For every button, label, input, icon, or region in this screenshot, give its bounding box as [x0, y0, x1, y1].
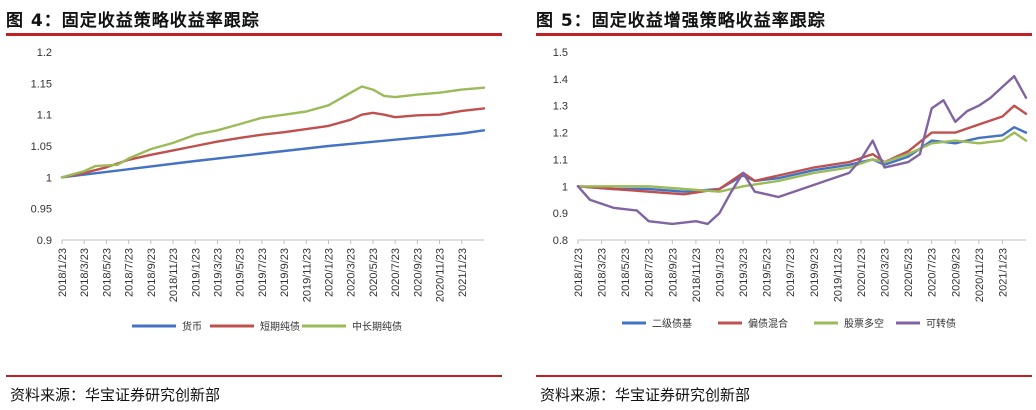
y-tick-label: 1.05	[31, 141, 52, 153]
y-tick-label: 0.9	[553, 208, 568, 220]
y-tick-label: 1.3	[553, 101, 568, 113]
x-tick-label: 2018/1/23	[57, 248, 69, 297]
x-tick-label: 2019/7/23	[785, 248, 797, 297]
series-line	[576, 104, 1028, 196]
y-tick-label: 1.1	[553, 154, 568, 166]
title-rule	[536, 33, 1032, 36]
x-tick-label: 2018/3/23	[79, 248, 91, 297]
x-tick-label: 2020/9/23	[412, 248, 424, 297]
x-tick-label: 2019/9/23	[809, 248, 821, 297]
series-line	[576, 131, 1028, 193]
x-tick-label: 2020/7/23	[390, 248, 402, 297]
x-tick-label: 2018/11/23	[691, 248, 703, 302]
x-tick-label: 2021/1/23	[457, 248, 469, 297]
legend-label: 可转债	[926, 317, 956, 330]
x-tick-label: 2018/5/23	[101, 248, 113, 297]
y-tick-label: 1	[562, 181, 568, 193]
x-tick-label: 2020/11/23	[974, 248, 986, 302]
y-tick-label: 1.2	[37, 47, 52, 59]
series-line	[576, 125, 1028, 193]
x-tick-label: 2020/9/23	[950, 248, 962, 297]
x-tick-label: 2021/1/23	[997, 248, 1009, 297]
legend-label: 二级债基	[652, 317, 692, 330]
x-tick-label: 2020/5/23	[368, 248, 380, 297]
y-tick-label: 0.8	[553, 235, 568, 247]
legend-label: 货币	[182, 320, 202, 333]
legend-label: 股票多空	[844, 317, 884, 330]
x-tick-label: 2020/3/23	[880, 248, 892, 297]
y-tick-label: 0.9	[37, 235, 52, 247]
x-tick-label: 2019/9/23	[279, 248, 291, 297]
x-tick-label: 2019/1/23	[714, 248, 726, 297]
legend-label: 短期纯债	[260, 320, 300, 333]
source-note: 资料来源：华宝证券研究创新部	[10, 386, 221, 404]
y-tick-label: 0.95	[31, 204, 52, 216]
enhanced-fixed-income-chart: 0.8 0.9 1 1.1 1.2 1.3 1.4 1.5 2018/1/23 2018/3/23…	[553, 47, 1028, 330]
x-tick-label: 2018/11/23	[168, 248, 180, 302]
x-tick-label: 2020/1/23	[324, 248, 336, 297]
x-tick-label: 2020/5/23	[903, 248, 915, 297]
series-line	[60, 129, 486, 179]
source-rule	[536, 375, 1032, 377]
y-tick-label: 1.5	[553, 47, 568, 59]
figure-4-panel: 图 4：固定收益策略收益率跟踪 0.9 0.95 1 1.05 1.1 1.15 1.2 20…	[0, 0, 506, 410]
x-tick-label: 2019/5/23	[762, 248, 774, 297]
x-tick-label: 2018/9/23	[667, 248, 679, 297]
figure-title: 图 4：固定收益策略收益率跟踪	[6, 11, 260, 31]
x-tick-label: 2018/7/23	[644, 248, 656, 297]
x-tick-label: 2020/7/23	[927, 248, 939, 297]
x-tick-label: 2019/3/23	[212, 248, 224, 297]
x-tick-label: 2020/11/23	[435, 248, 447, 302]
x-tick-label: 2018/1/23	[573, 248, 585, 297]
title-rule	[6, 33, 502, 36]
x-tick-label: 2019/11/23	[301, 248, 313, 302]
x-tick-label: 2019/7/23	[257, 248, 269, 297]
x-tick-label: 2018/5/23	[620, 248, 632, 297]
figure-title: 图 5：固定收益增强策略收益率跟踪	[536, 11, 826, 31]
figure-5-panel: 图 5：固定收益增强策略收益率跟踪 0.8 0.9 1 1.1 1.2 1.3 1.4 1.5…	[530, 0, 1036, 410]
series-line	[60, 107, 486, 179]
x-tick-label: 2019/5/23	[235, 248, 247, 297]
series-line	[60, 85, 486, 179]
x-tick-label: 2020/1/23	[856, 248, 868, 297]
x-tick-label: 2018/7/23	[124, 248, 136, 297]
x-tick-label: 2019/3/23	[738, 248, 750, 297]
x-tick-label: 2018/9/23	[146, 248, 158, 297]
x-tick-label: 2020/3/23	[346, 248, 358, 297]
legend-label: 中长期纯债	[352, 320, 402, 333]
y-tick-label: 1.2	[553, 128, 568, 140]
x-tick-label: 2018/3/23	[597, 248, 609, 297]
x-tick-label: 2019/1/23	[190, 248, 202, 297]
y-tick-label: 1.15	[31, 78, 52, 90]
legend-label: 偏债混合	[748, 317, 788, 330]
y-tick-label: 1.4	[553, 74, 568, 86]
series-line	[576, 75, 1028, 226]
x-tick-label: 2019/11/23	[832, 248, 844, 302]
y-tick-label: 1	[46, 172, 52, 184]
y-tick-label: 1.1	[37, 110, 52, 122]
source-rule	[6, 375, 502, 377]
fixed-income-chart: 0.9 0.95 1 1.05 1.1 1.15 1.2 2018/1/23 2018/3/23…	[31, 47, 486, 333]
source-note: 资料来源：华宝证券研究创新部	[540, 386, 751, 404]
